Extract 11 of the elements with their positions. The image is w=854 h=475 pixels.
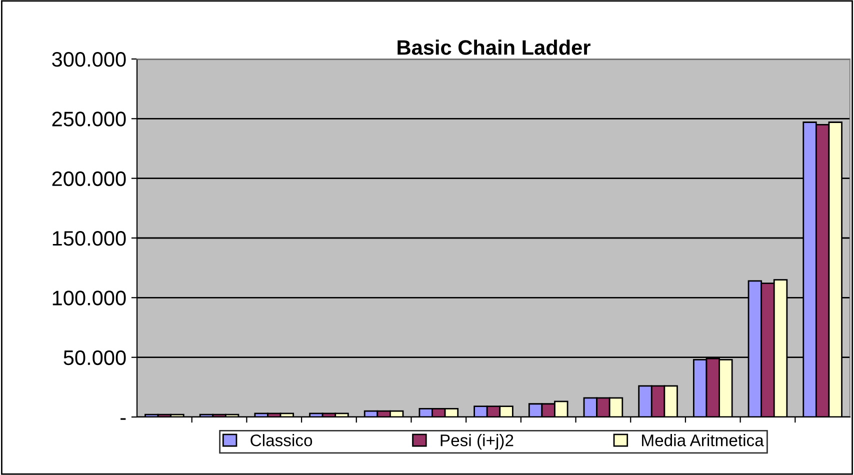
legend-label: Classico — [250, 434, 312, 446]
legend-label: Media Aritmetica — [642, 434, 764, 446]
legend-label: Pesi (i+j)2 — [440, 434, 514, 450]
y-tick-label: 100.000 — [52, 290, 126, 306]
y-tick-label: 200.000 — [52, 171, 126, 186]
chart-title: Basic Chain Ladder — [398, 40, 590, 55]
y-tick-label: 150.000 — [52, 231, 126, 246]
y-tick-label: 50.000 — [64, 350, 126, 366]
y-tick-label: 300.000 — [52, 52, 126, 67]
y-tick-label: - — [120, 418, 126, 420]
y-tick-label: 250.000 — [52, 112, 126, 126]
